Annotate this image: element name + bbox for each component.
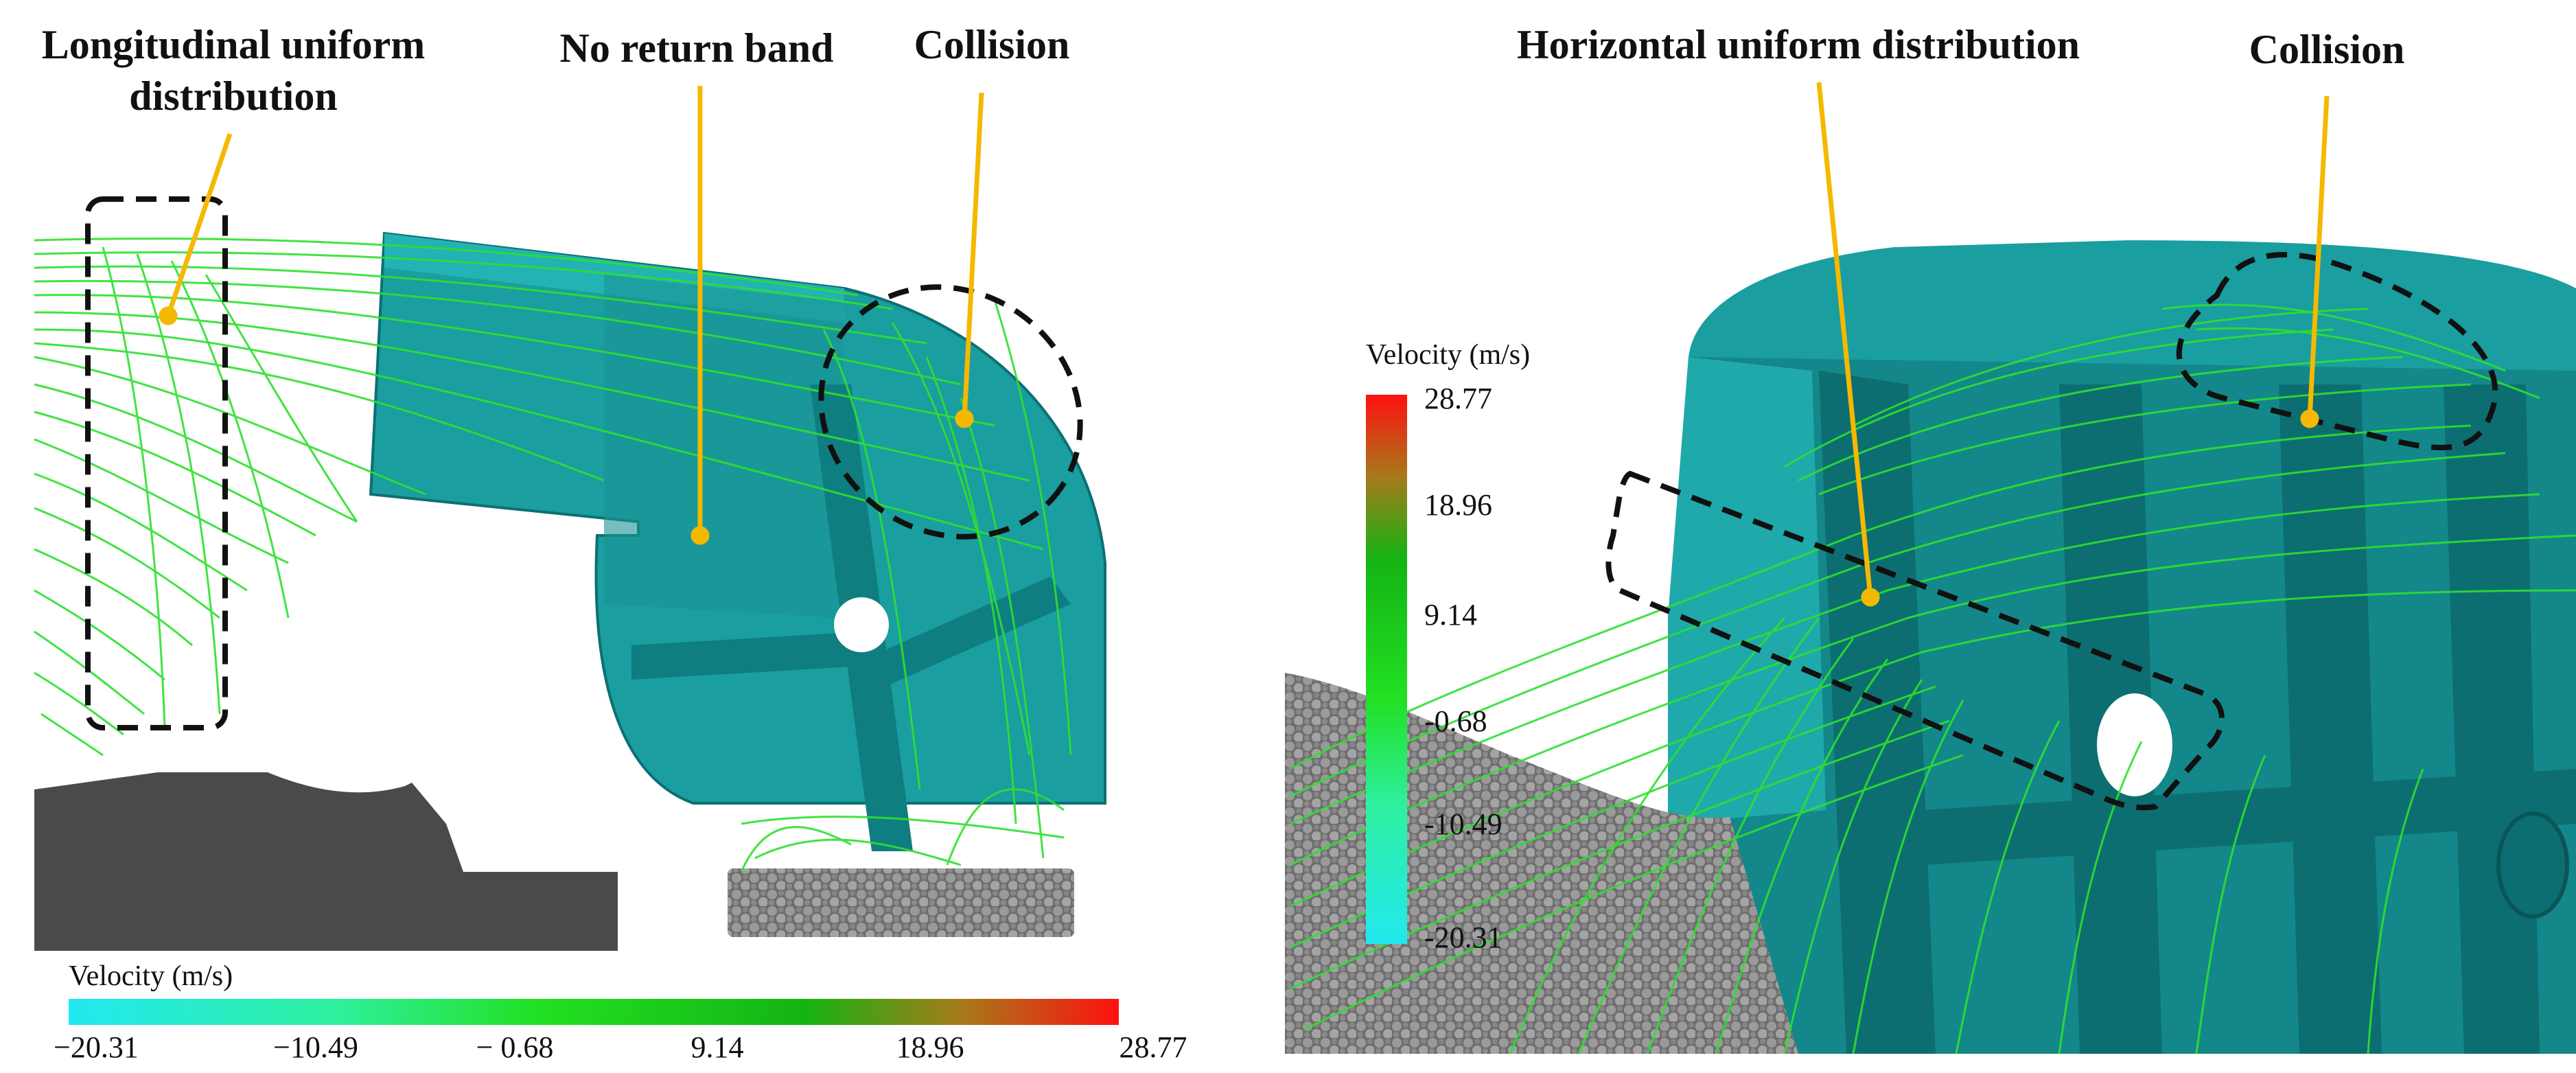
left-colorbar-ticks: −20.31 −10.49 − 0.68 9.14 18.96 28.77 xyxy=(54,1030,1187,1064)
left-annotation-lines xyxy=(159,86,984,545)
right-housing-top xyxy=(1689,240,2576,384)
right-housing-left-face xyxy=(1668,357,1826,824)
right-colorbar-tick: -10.49 xyxy=(1424,807,1502,841)
left-longitudinal-dashed-box xyxy=(85,196,228,730)
left-ground-block xyxy=(34,772,618,951)
right-colorbar-tick: -0.68 xyxy=(1424,704,1487,738)
left-colorbar-title: Velocity (m/s) xyxy=(69,960,233,992)
left-label-longitudinal-line2: distribution xyxy=(129,73,337,119)
right-colorbar-tick: 9.14 xyxy=(1424,598,1477,632)
right-particle-heap xyxy=(1285,673,1798,1054)
right-streamlines xyxy=(1290,303,2576,1054)
left-label-longitudinal-line1: Longitudinal uniform xyxy=(42,22,426,67)
left-colorbar-tick: −20.31 xyxy=(54,1030,139,1064)
left-colorbar-tick: 28.77 xyxy=(1119,1030,1187,1064)
left-label-collision: Collision xyxy=(914,22,1070,67)
left-particle-bed xyxy=(728,868,1074,937)
left-blade-arc xyxy=(865,577,1071,687)
right-colorbar xyxy=(1366,395,1407,944)
left-colorbar xyxy=(69,999,1119,1025)
right-colorbar-tick: 28.77 xyxy=(1424,382,1492,415)
right-colorbar-tick: 18.96 xyxy=(1424,488,1492,522)
right-colorbar-ticks: 28.77 18.96 9.14 -0.68 -10.49 -20.31 xyxy=(1424,382,1502,954)
left-colorbar-tick: − 0.68 xyxy=(476,1030,554,1064)
left-colorbar-tick: −10.49 xyxy=(273,1030,358,1064)
right-inner-blades xyxy=(1819,371,2576,1054)
left-collision-dashed-ellipse xyxy=(818,284,1083,540)
left-label-no-return: No return band xyxy=(560,25,834,71)
left-streamlines xyxy=(34,238,1072,873)
right-label-horizontal: Horizontal uniform distribution xyxy=(1517,22,2080,67)
right-hub-hole xyxy=(2097,693,2172,796)
right-annotation-lines xyxy=(1816,82,2330,607)
left-panel: Longitudinal uniform distribution No ret… xyxy=(34,22,1187,1064)
right-label-collision: Collision xyxy=(2249,27,2405,72)
right-panel: Velocity (m/s) 28.77 18.96 9.14 -0.68 -1… xyxy=(1285,82,2576,1054)
left-colorbar-tick: 18.96 xyxy=(896,1030,964,1064)
left-housing-inner-plate xyxy=(604,275,844,618)
left-hub-hole xyxy=(834,597,889,652)
right-colorbar-tick: -20.31 xyxy=(1424,921,1502,954)
right-colorbar-title: Velocity (m/s) xyxy=(1366,339,1530,371)
right-collision-dashed-ellipse xyxy=(2177,252,2498,450)
left-blade-horizontal xyxy=(631,632,865,680)
left-colorbar-tick: 9.14 xyxy=(691,1030,744,1064)
right-shaft-end xyxy=(2496,811,2569,919)
